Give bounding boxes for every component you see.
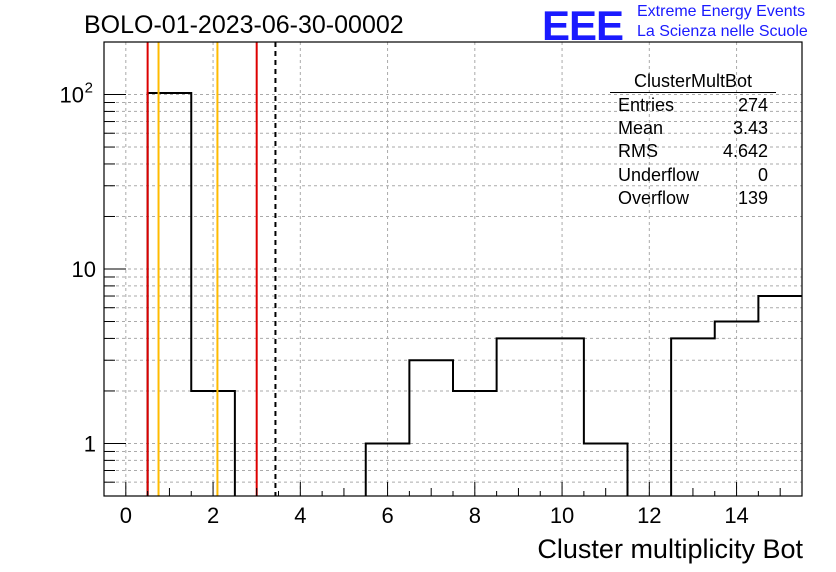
- x-tick-label: 2: [207, 503, 219, 528]
- x-tick-label: 10: [550, 503, 574, 528]
- histogram-bin: [453, 391, 497, 496]
- x-tick-label: 8: [469, 503, 481, 528]
- stats-row: RMS 4.642: [610, 140, 776, 163]
- x-axis-label: Cluster multiplicity Bot: [537, 534, 803, 564]
- axis-ticks: [103, 41, 803, 497]
- x-tick-label: 14: [724, 503, 748, 528]
- logo-line-2: La Scienza nelle Scuole: [637, 23, 808, 40]
- x-tick-label: 12: [637, 503, 661, 528]
- x-tick-label: 6: [381, 503, 393, 528]
- logo-line-1: Extreme Energy Events: [637, 3, 806, 20]
- stats-box: ClusterMultBot Entries 274 Mean 3.43 RMS 4.64…: [610, 71, 776, 210]
- stats-value: 3.43: [732, 118, 768, 139]
- histogram-bin: [497, 338, 584, 496]
- x-tick-label: 0: [120, 503, 132, 528]
- stats-label: Underflow: [618, 164, 700, 185]
- stats-label: Mean: [618, 118, 664, 139]
- histogram-bin: [191, 391, 235, 496]
- histogram-bin: [715, 322, 759, 496]
- stats-value: 0: [757, 164, 768, 185]
- stats-title: ClusterMultBot: [610, 71, 776, 93]
- stats-row: Overflow 139: [610, 187, 776, 210]
- histogram-bin: [409, 360, 453, 496]
- stats-label: Overflow: [618, 187, 690, 208]
- marker-lines: [146, 42, 277, 496]
- eee-logo: EEE: [542, 2, 624, 49]
- x-tick-label: 4: [294, 503, 306, 528]
- stats-value: 274: [737, 95, 768, 115]
- stats-label: Entries: [618, 95, 675, 115]
- chart-title: BOLO-01-2023-06-30-00002: [84, 11, 404, 39]
- y-tick-label: 10: [60, 83, 84, 108]
- stats-row: Underflow 0: [610, 164, 776, 187]
- histogram-bin: [148, 93, 192, 496]
- stats-value: 4.642: [722, 141, 768, 162]
- grid-lines: [104, 41, 802, 497]
- stats-value: 139: [737, 187, 768, 208]
- y-tick-exponent: 2: [85, 80, 93, 97]
- y-tick-label: 10: [72, 257, 96, 282]
- y-tick-label: 1: [84, 431, 96, 456]
- stats-label: RMS: [618, 141, 658, 162]
- histogram-bin: [671, 338, 715, 496]
- histogram-bin: [758, 296, 802, 496]
- stats-row: Entries 274: [610, 94, 776, 117]
- stats-row: Mean 3.43: [610, 117, 776, 140]
